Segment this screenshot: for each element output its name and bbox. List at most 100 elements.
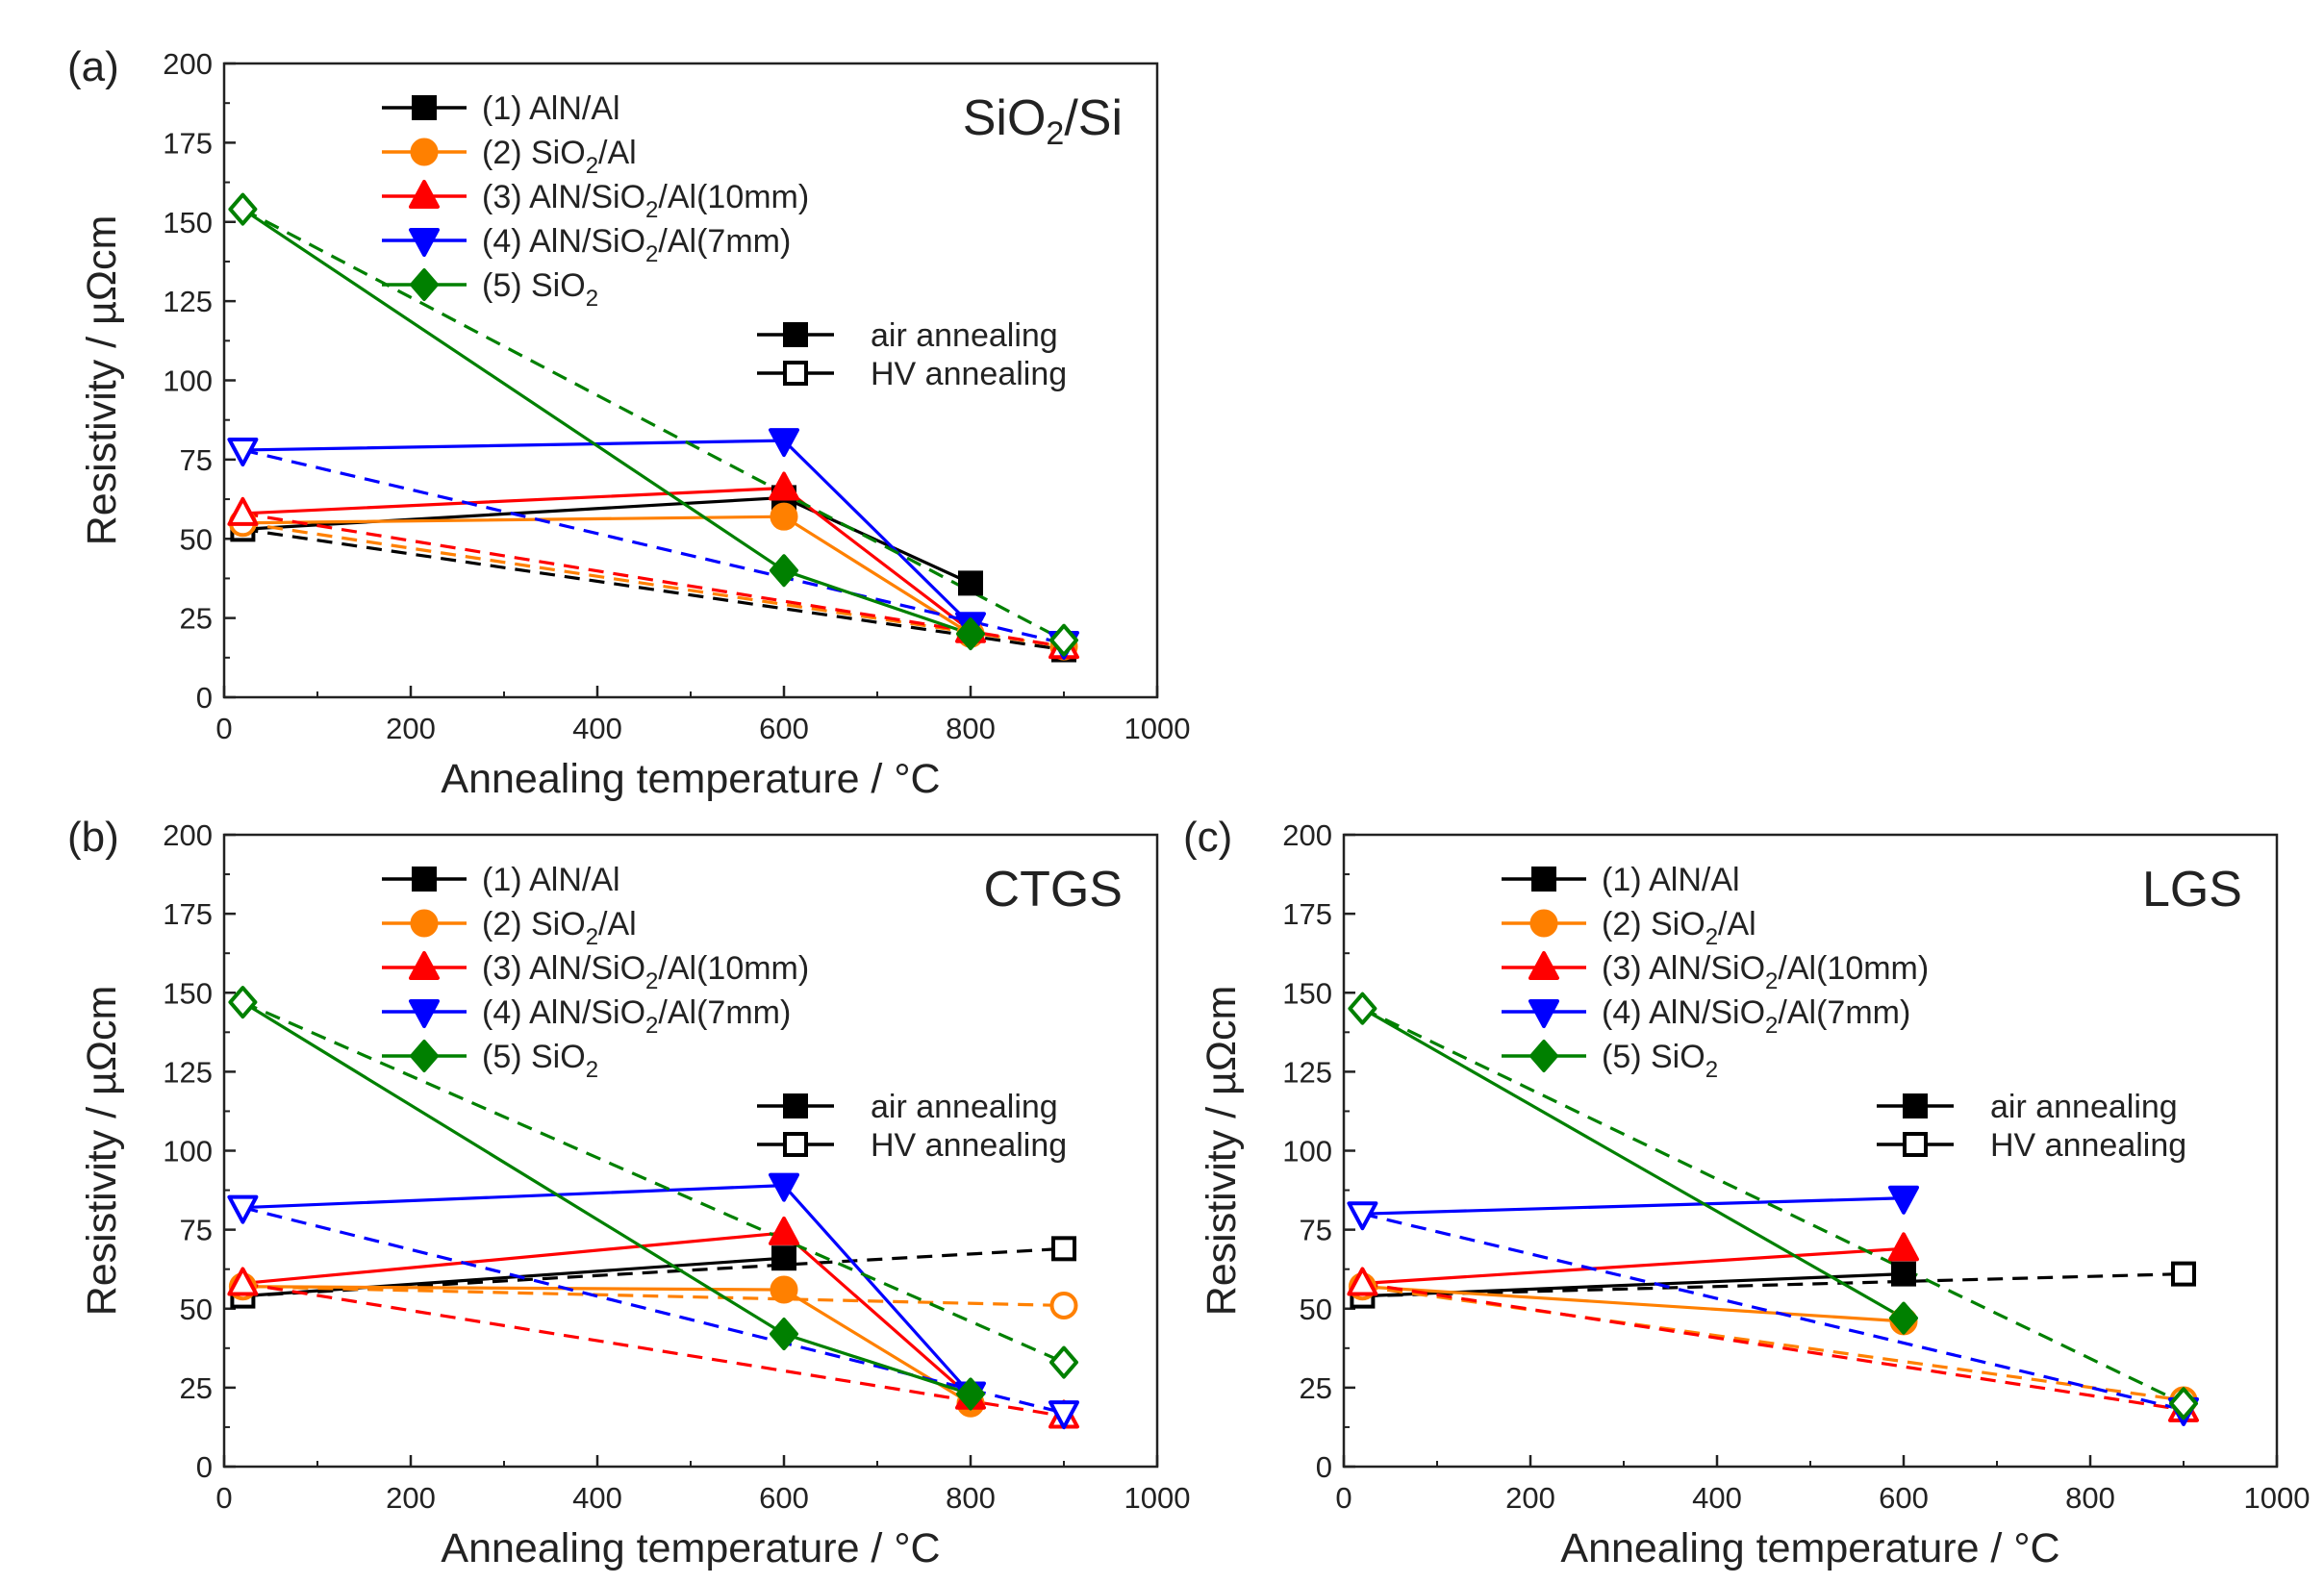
legend-label-4-text: (4) AlN/SiO: [1602, 994, 1765, 1031]
x-tick-label: 800: [946, 1481, 996, 1515]
air-legend-label: air annealing: [1990, 1089, 2178, 1125]
data-point: [770, 1275, 798, 1304]
y-tick-label: 0: [196, 681, 213, 715]
legend-label-1-text: (1) AlN/Al: [1602, 862, 1740, 898]
legend-label-2-text-end: /Al: [1718, 906, 1756, 942]
y-tick-label: 150: [163, 976, 213, 1010]
data-point: [2171, 1261, 2196, 1287]
series-markers: [227, 192, 1079, 663]
data-point: [769, 1216, 799, 1245]
data-point: [770, 1318, 798, 1351]
x-tick-label: 600: [759, 712, 809, 745]
legend-marker-3: [409, 180, 440, 209]
legend-label-1-text: (1) AlN/Al: [482, 862, 620, 898]
legend-label-4: (4) AlN/SiO2/Al(7mm): [1602, 994, 1910, 1039]
legend-label-1-text: (1) AlN/Al: [482, 90, 620, 127]
series-markers: [227, 986, 1079, 1430]
legend-label-5-text: (5) SiO: [1602, 1039, 1705, 1075]
data-point: [1348, 992, 1377, 1025]
x-tick-label: 400: [572, 1481, 622, 1515]
series-lines: [1361, 1007, 2185, 1412]
data-point: [769, 428, 799, 458]
legend-label-2-text: (2) SiO: [482, 135, 586, 171]
series-line-3-hv: [242, 512, 1065, 648]
y-tick-label: 25: [180, 1371, 213, 1405]
series-line-2-hv: [242, 521, 1065, 648]
legend-label-5: (5) SiO2: [1602, 1039, 1718, 1083]
legend-label-1: (1) AlN/Al: [1602, 862, 1740, 898]
hv-legend-marker: [783, 361, 808, 386]
series-line-3-air: [242, 1231, 973, 1398]
y-tick-label: 0: [1316, 1450, 1332, 1484]
legend-label-4-text-end: /Al(7mm): [1778, 994, 1910, 1031]
air-legend-label: air annealing: [871, 317, 1058, 354]
y-axis: 0 25 50 75 100 125 150 175 200: [163, 818, 236, 1484]
legend-label-4-text-end: /Al(7mm): [658, 994, 791, 1031]
material-label-text: CTGS: [984, 862, 1123, 917]
series-line-3-air: [1362, 1246, 1905, 1286]
data-point: [956, 617, 985, 651]
x-tick-label: 200: [386, 712, 436, 745]
legend-label-4-text: (4) AlN/SiO: [482, 223, 645, 260]
legend-marker-3: [409, 951, 440, 980]
y-tick-label: 150: [1282, 976, 1332, 1010]
legend-label-1: (1) AlN/Al: [482, 90, 620, 127]
x-tick-label: 1000: [1124, 1481, 1191, 1515]
legend-label-5-subscript: 2: [586, 286, 598, 312]
data-point: [1888, 1232, 1919, 1262]
legend-label-5-subscript: 2: [586, 1057, 598, 1083]
legend-label-5-text: (5) SiO: [482, 1039, 586, 1075]
x-tick-label: 0: [215, 712, 232, 745]
legend-marker-4: [1528, 999, 1559, 1028]
legend-label-3-subscript: 2: [645, 968, 658, 994]
legend-label-5-text: (5) SiO: [482, 267, 586, 304]
x-axis-title: Annealing temperature / °C: [441, 1525, 940, 1571]
legend-label-2: (2) SiO2/Al: [482, 906, 637, 950]
y-axis-title: Resistivity / µΩcm: [79, 215, 125, 546]
legend-marker-3: [1528, 951, 1559, 980]
y-tick-label: 200: [1282, 818, 1332, 852]
series-line-2-air: [1362, 1285, 1905, 1323]
x-tick-label: 600: [1879, 1481, 1929, 1515]
y-tick-label: 50: [180, 522, 213, 556]
data-point: [2169, 1387, 2198, 1420]
data-point: [227, 1267, 259, 1296]
legend-label-4-text: (4) AlN/SiO: [482, 994, 645, 1031]
x-tick-label: 1000: [2244, 1481, 2311, 1515]
y-tick-label: 100: [163, 364, 213, 398]
series-line-5-air: [1361, 1007, 1905, 1319]
y-tick-label: 175: [163, 897, 213, 931]
sample-legend: (1) AlN/Al(2) SiO2/Al(3) AlN/SiO2/Al(10m…: [1502, 862, 1929, 1083]
hv-legend-label: HV annealing: [871, 356, 1067, 392]
x-tick-label: 400: [1692, 1481, 1742, 1515]
air-legend-label: air annealing: [871, 1089, 1058, 1125]
air-legend-marker: [1903, 1093, 1928, 1118]
legend-label-4-subscript: 2: [645, 241, 658, 267]
series-markers: [1347, 992, 2199, 1426]
legend-label-3-text-end: /Al(10mm): [1778, 950, 1929, 987]
sample-legend: (1) AlN/Al(2) SiO2/Al(3) AlN/SiO2/Al(10m…: [382, 862, 809, 1083]
air-legend-marker: [783, 1093, 808, 1118]
y-axis: 0 25 50 75 100 125 150 175 200: [1282, 818, 1355, 1484]
series-line-5-air: [241, 208, 972, 636]
x-tick-label: 0: [1335, 1481, 1351, 1515]
data-point: [1049, 623, 1078, 657]
series-lines: [241, 208, 1065, 652]
legend-label-5: (5) SiO2: [482, 1039, 598, 1083]
legend-label-2-text: (2) SiO: [482, 906, 586, 942]
legend-marker-2: [410, 909, 439, 938]
data-point: [1347, 1267, 1378, 1296]
series-line-4-hv: [1362, 1212, 2185, 1412]
legend-label-3-subscript: 2: [1765, 968, 1778, 994]
y-tick-label: 75: [180, 443, 213, 477]
legend-marker-2: [410, 138, 439, 166]
y-axis-title: Resistivity / µΩcm: [1199, 986, 1245, 1317]
material-label-subscript: 2: [1046, 115, 1064, 152]
legend-label-3-subscript: 2: [645, 197, 658, 223]
data-point: [227, 496, 259, 526]
data-point: [227, 1194, 259, 1224]
material-label-text: SiO: [963, 90, 1047, 146]
air-legend-marker: [783, 322, 808, 347]
legend-label-3-text: (3) AlN/SiO: [482, 950, 645, 987]
